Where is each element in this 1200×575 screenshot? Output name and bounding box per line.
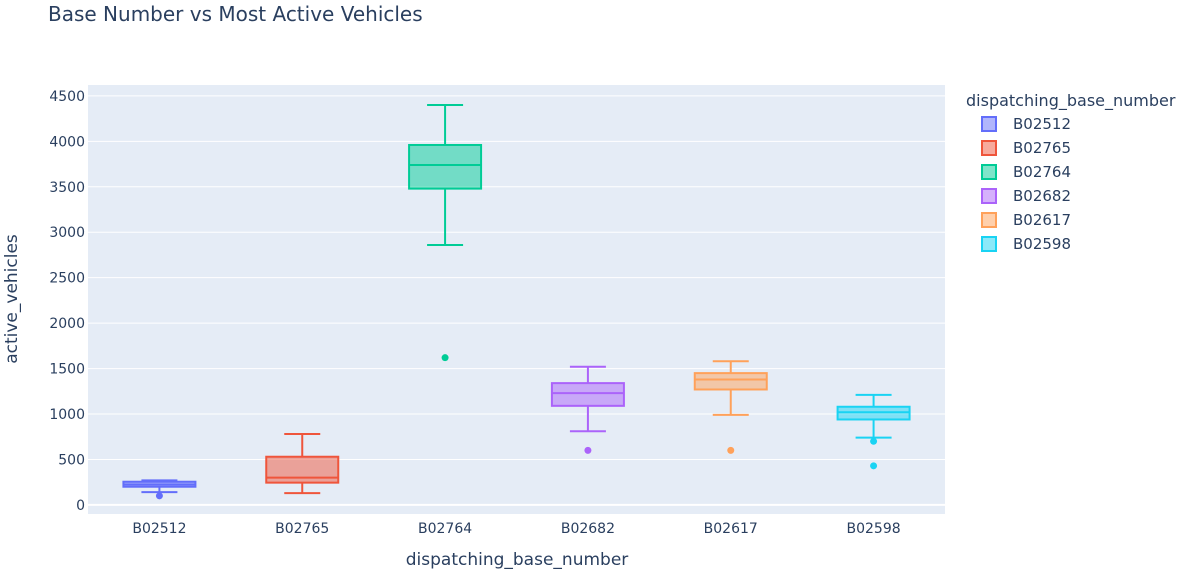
y-tick-label: 2500 — [49, 271, 85, 287]
legend-label: B02617 — [1013, 211, 1071, 229]
legend-title: dispatching_base_number — [966, 91, 1176, 111]
y-tick-label: 0 — [76, 498, 85, 514]
outlier-point — [441, 354, 449, 362]
y-tick-label: 1500 — [49, 362, 85, 378]
legend-swatch — [981, 236, 997, 252]
outlier-point — [584, 446, 592, 454]
iqr-box — [550, 382, 625, 407]
legend-item-b02617[interactable]: B02617 — [981, 211, 1071, 229]
legend-swatch — [981, 116, 997, 132]
x-axis-ticks: B02512 B02765 B02764 B02682 B02617 B02598 — [132, 521, 900, 537]
x-tick-label: B02765 — [275, 521, 329, 537]
outlier-point — [727, 446, 735, 454]
legend-item-b02598[interactable]: B02598 — [981, 235, 1071, 253]
legend-item-b02764[interactable]: B02764 — [981, 163, 1071, 181]
chart-title: Base Number vs Most Active Vehicles — [48, 2, 423, 26]
y-tick-label: 4000 — [49, 134, 85, 150]
iqr-box — [265, 455, 340, 484]
box-b02598[interactable] — [836, 393, 911, 470]
legend-label: B02512 — [1013, 115, 1071, 133]
plot-area — [88, 85, 945, 514]
grid-lines — [88, 95, 945, 506]
legend[interactable]: B02512 B02765 B02764 B02682 B02617 B02598 — [981, 115, 1071, 253]
box-b02765[interactable] — [265, 433, 340, 495]
legend-label: B02682 — [1013, 187, 1071, 205]
box-b02764[interactable] — [408, 103, 483, 362]
y-tick-label: 4500 — [49, 89, 85, 105]
legend-swatch — [981, 212, 997, 228]
x-tick-label: B02682 — [561, 521, 615, 537]
y-tick-label: 3000 — [49, 225, 85, 241]
legend-label: B02765 — [1013, 139, 1071, 157]
x-tick-label: B02512 — [132, 521, 186, 537]
iqr-box — [408, 143, 483, 190]
legend-item-b02512[interactable]: B02512 — [981, 115, 1071, 133]
y-tick-label: 2000 — [49, 316, 85, 332]
outlier-point — [870, 462, 878, 470]
legend-label: B02598 — [1013, 235, 1071, 253]
legend-swatch — [981, 188, 997, 204]
outlier-point — [870, 437, 878, 445]
y-axis-label: active_vehicles — [2, 234, 22, 364]
y-tick-label: 3500 — [49, 180, 85, 196]
iqr-box — [693, 372, 768, 391]
y-tick-label: 1000 — [49, 407, 85, 423]
legend-swatch — [981, 164, 997, 180]
outlier-point — [155, 492, 163, 500]
box-b02617[interactable] — [693, 360, 768, 454]
box-b02682[interactable] — [550, 365, 625, 454]
box-b02512[interactable] — [122, 479, 197, 500]
legend-item-b02765[interactable]: B02765 — [981, 139, 1071, 157]
box-plot-series — [122, 103, 911, 500]
x-axis-label: dispatching_base_number — [406, 550, 629, 570]
y-axis-ticks: 0 500 1000 1500 2000 2500 3000 3500 4000 4500 — [49, 89, 85, 514]
legend-label: B02764 — [1013, 163, 1071, 181]
x-tick-label: B02617 — [704, 521, 758, 537]
y-tick-label: 500 — [58, 452, 85, 468]
legend-swatch — [981, 140, 997, 156]
x-tick-label: B02598 — [847, 521, 901, 537]
x-tick-label: B02764 — [418, 521, 472, 537]
legend-item-b02682[interactable]: B02682 — [981, 187, 1071, 205]
